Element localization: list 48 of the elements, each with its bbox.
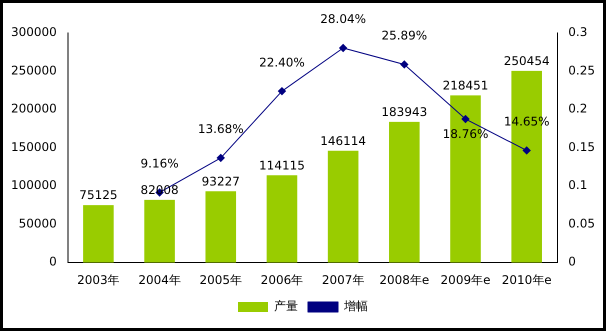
data-label: 13.68% [198, 122, 244, 136]
data-label: 93227 [202, 174, 240, 188]
bar [328, 150, 358, 263]
data-label: 218451 [442, 78, 488, 93]
y-tick-label: 300000 [10, 25, 57, 40]
x-tick-label: 2009年e [440, 272, 490, 287]
y2-tick-label: 0.25 [568, 63, 595, 78]
y-tick-label: 200000 [10, 102, 57, 116]
bar [83, 205, 114, 263]
x-tick-label: 2010年e [502, 272, 552, 287]
y2-tick-label: 0 [568, 254, 576, 269]
data-label: 250454 [504, 54, 550, 68]
x-tick-label: 2007年 [322, 272, 364, 287]
legend-label: 产量 [274, 299, 298, 314]
y-tick-label: 0 [49, 254, 57, 269]
bar [266, 175, 298, 263]
data-label: 9.16% [140, 156, 179, 171]
point [278, 87, 286, 96]
x-tick-label: 2005年 [199, 272, 242, 287]
y2-tick-label: 0.2 [568, 102, 588, 116]
y2-tick-label: 0.15 [568, 140, 595, 154]
y-tick-label: 150000 [10, 140, 57, 154]
y2-tick-label: 0.1 [568, 178, 588, 192]
y-tick-label: 250000 [10, 63, 57, 78]
point [216, 154, 225, 162]
data-label: 28.04% [320, 12, 366, 26]
data-label: 183943 [381, 104, 428, 119]
data-label: 114115 [259, 158, 305, 172]
bar [205, 191, 236, 263]
data-label: 22.40% [259, 55, 305, 70]
x-tick-label: 2004年 [138, 272, 181, 287]
point [339, 44, 348, 52]
y2-tick-label: 0.05 [568, 216, 595, 230]
x-tick-label: 2003年 [77, 272, 120, 287]
legend-label: 增幅 [343, 299, 368, 314]
x-tick-label: 2008年e [379, 272, 430, 287]
x-tick-label: 2006年 [260, 272, 304, 287]
point [462, 115, 470, 124]
y-tick-label: 100000 [10, 178, 57, 192]
bar [144, 200, 175, 263]
data-label: 25.89% [381, 28, 428, 43]
y2-tick-label: 0.3 [568, 25, 588, 40]
point [522, 146, 531, 154]
data-label: 146114 [320, 134, 366, 148]
y-tick-label: 50000 [18, 216, 57, 230]
data-label: 75125 [79, 188, 118, 202]
bar [389, 122, 420, 263]
point [400, 60, 408, 68]
